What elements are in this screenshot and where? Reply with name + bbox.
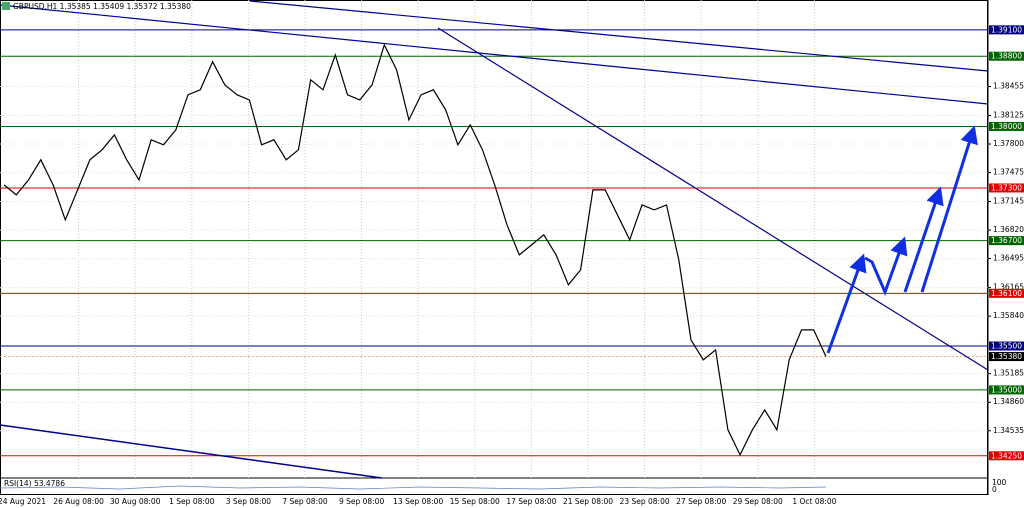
- x-tick-label: 29 Sep 08:00: [733, 497, 783, 506]
- arrow: [826, 253, 867, 354]
- trend-line: [0, 424, 383, 479]
- level-tag: [989, 121, 1024, 131]
- level-tag: [989, 451, 1024, 461]
- x-tick-label: 1 Oct 08:00: [792, 497, 836, 506]
- level-tag: [989, 51, 1024, 61]
- y-tick-label: 1.38455: [993, 82, 1024, 91]
- price-axis: [988, 0, 1024, 495]
- level-tag: [989, 385, 1024, 395]
- y-tick-label: 1.36495: [993, 254, 1024, 263]
- y-tick-label: 1.35840: [993, 311, 1024, 320]
- x-tick-label: 30 Aug 08:00: [110, 497, 161, 506]
- x-tick-label: 7 Sep 08:00: [282, 497, 328, 506]
- level-tag: [989, 352, 1024, 362]
- y-tick-label: 1.36165: [993, 283, 1024, 292]
- y-tick-label: 1.34860: [993, 397, 1024, 406]
- x-tick-label: 27 Sep 08:00: [676, 497, 726, 506]
- price: [3, 43, 827, 457]
- y-tick-label: 1.36820: [993, 225, 1024, 234]
- level-tag: [989, 288, 1024, 298]
- x-tick-label: 3 Sep 08:00: [226, 497, 272, 506]
- level-tag: [989, 183, 1024, 193]
- x-tick-label: 9 Sep 08:00: [339, 497, 385, 506]
- level-label: 1.35380: [991, 352, 1022, 361]
- x-tick-label: 26 Aug 08:00: [53, 497, 104, 506]
- level-label: 1.36700: [991, 236, 1022, 245]
- symbol-icon: [2, 2, 10, 10]
- x-tick-label: 1 Sep 08:00: [169, 497, 215, 506]
- x-tick-label: 15 Sep 08:00: [450, 497, 500, 506]
- level-label: 1.35500: [991, 342, 1022, 351]
- chart-title: GBPUSD,H1 1.35385 1.35409 1.35372 1.3538…: [13, 2, 191, 11]
- levels: [0, 29, 988, 457]
- level-tag: [989, 25, 1024, 35]
- rsi-label: RSI(14) 53.4786: [4, 479, 65, 488]
- y-tick-label: 1.37475: [993, 168, 1024, 177]
- level-tag: [989, 236, 1024, 246]
- trend-line: [0, 4, 989, 105]
- y-tick-label: 1.38125: [993, 110, 1024, 119]
- arrow: [903, 186, 944, 293]
- price-line: [3, 43, 827, 457]
- arrow: [864, 236, 908, 297]
- level-label: 1.37300: [991, 183, 1022, 192]
- level-label: 1.34250: [991, 451, 1022, 460]
- y-tick-label: 1.35185: [993, 369, 1024, 378]
- y-tick-label: 1.37800: [993, 139, 1024, 148]
- level-tag: [989, 341, 1024, 351]
- level-label: 1.38800: [991, 52, 1022, 61]
- rsi-tick: 0: [992, 485, 997, 494]
- y-tick-label: 1.34535: [993, 426, 1024, 435]
- x-tick-label: 17 Sep 08:00: [506, 497, 556, 506]
- x-tick-label: 24 Aug 2021: [0, 497, 46, 506]
- trend-line: [249, 0, 989, 72]
- x-tick-label: 13 Sep 08:00: [393, 497, 443, 506]
- x-tick-label: 21 Sep 08:00: [563, 497, 613, 506]
- arrow: [920, 125, 978, 293]
- rsi-tick: 100: [992, 478, 1007, 487]
- level-label: 1.35000: [991, 385, 1022, 394]
- level-label: 1.39100: [991, 25, 1022, 34]
- level-label: 1.36100: [991, 289, 1022, 298]
- rsi-line: [0, 485, 827, 490]
- x-tick-label: 23 Sep 08:00: [620, 497, 670, 506]
- y-tick-label: 1.37145: [993, 197, 1024, 206]
- level-label: 1.38000: [991, 122, 1022, 131]
- trend-line: [437, 27, 989, 371]
- projection-arrows: [826, 125, 978, 354]
- axis: 1.38455 1.38125 1.37800 1.37475 1.37145 1.368…: [988, 25, 1024, 461]
